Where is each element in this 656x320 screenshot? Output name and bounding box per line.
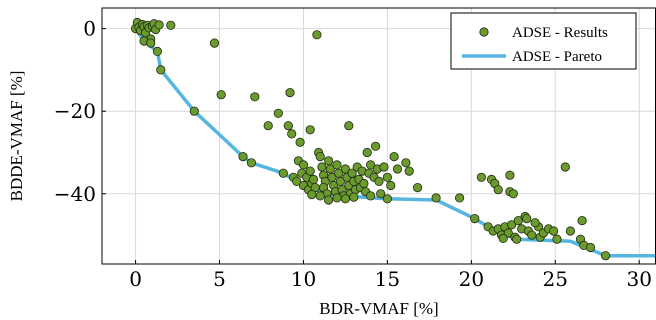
result-point	[498, 233, 508, 243]
result-point	[454, 193, 465, 203]
x-axis-label: BDR-VMAF [%]	[319, 299, 438, 318]
result-point	[156, 65, 166, 75]
result-point	[152, 46, 162, 57]
result-point	[146, 38, 156, 48]
result-point	[332, 160, 342, 170]
result-point	[246, 158, 256, 168]
result-point	[506, 220, 517, 230]
result-point	[285, 88, 295, 98]
result-point	[382, 172, 392, 182]
result-point	[283, 121, 293, 131]
result-point	[508, 189, 518, 199]
result-point	[307, 190, 317, 200]
result-point	[315, 191, 325, 201]
y-tick-label: 0	[83, 17, 96, 41]
result-point	[263, 121, 273, 131]
result-point	[305, 125, 315, 135]
y-axis-label: BDDE-VMAF [%]	[7, 71, 26, 202]
result-point	[250, 92, 260, 102]
result-point	[362, 147, 372, 158]
result-point	[209, 38, 220, 48]
result-point	[305, 166, 315, 176]
tick-labels: 0 5 10 15 20 25 30 0 −20 −40	[54, 17, 652, 291]
x-tick-label: 0	[129, 267, 142, 291]
result-point	[238, 152, 248, 162]
result-point	[600, 251, 611, 261]
result-point	[512, 234, 522, 244]
result-point	[166, 20, 176, 30]
x-tick-label: 5	[213, 267, 226, 291]
result-point	[470, 214, 480, 224]
result-point	[323, 156, 334, 166]
result-point	[577, 216, 587, 226]
x-tick-label: 15	[375, 267, 400, 291]
result-point	[505, 170, 515, 180]
result-point	[332, 193, 342, 203]
result-point	[376, 189, 386, 199]
result-point	[382, 194, 392, 204]
result-point	[292, 176, 302, 186]
legend-results-label: ADSE - Results	[512, 25, 608, 41]
x-tick-label: 30	[626, 267, 651, 291]
result-point	[349, 192, 359, 202]
result-point	[154, 20, 164, 30]
result-point	[344, 121, 354, 131]
result-point	[278, 168, 288, 178]
legend-pareto-label: ADSE - Pareto	[512, 49, 602, 65]
result-point	[189, 106, 199, 116]
result-point	[317, 162, 327, 172]
result-point	[392, 164, 403, 174]
legend-results-marker	[479, 27, 489, 37]
result-point	[298, 160, 309, 170]
result-point	[585, 242, 596, 253]
results-series	[131, 17, 611, 261]
y-tick-label: −20	[54, 99, 96, 123]
result-point	[273, 108, 283, 118]
result-point	[312, 30, 322, 40]
result-point	[401, 158, 411, 168]
result-point	[323, 195, 334, 205]
result-point	[389, 152, 399, 162]
result-point	[295, 137, 305, 147]
result-point	[365, 191, 376, 201]
result-point	[404, 166, 414, 176]
result-point	[530, 218, 540, 228]
x-tick-label: 25	[543, 267, 568, 291]
result-point	[527, 230, 537, 240]
result-point	[340, 194, 350, 204]
result-point	[431, 193, 441, 203]
result-point	[359, 178, 369, 189]
result-point	[315, 152, 325, 162]
result-point	[560, 162, 570, 172]
result-point	[513, 216, 523, 226]
result-point	[493, 185, 503, 195]
result-point	[308, 174, 319, 184]
result-point	[548, 226, 559, 236]
result-point	[412, 183, 423, 193]
result-point	[370, 141, 381, 151]
result-point	[287, 129, 297, 139]
result-point	[386, 180, 396, 191]
x-tick-label: 20	[459, 267, 484, 291]
legend: ADSE - Results ADSE - Pareto	[450, 12, 637, 70]
result-point	[216, 90, 226, 100]
result-point	[476, 172, 486, 182]
x-tick-label: 10	[291, 267, 316, 291]
result-point	[552, 234, 562, 244]
result-point	[522, 214, 532, 224]
legend-box	[450, 12, 637, 70]
result-point	[565, 226, 576, 236]
result-point	[365, 160, 376, 170]
result-point	[374, 176, 384, 186]
result-point	[379, 162, 389, 172]
y-tick-label: −40	[54, 182, 96, 206]
